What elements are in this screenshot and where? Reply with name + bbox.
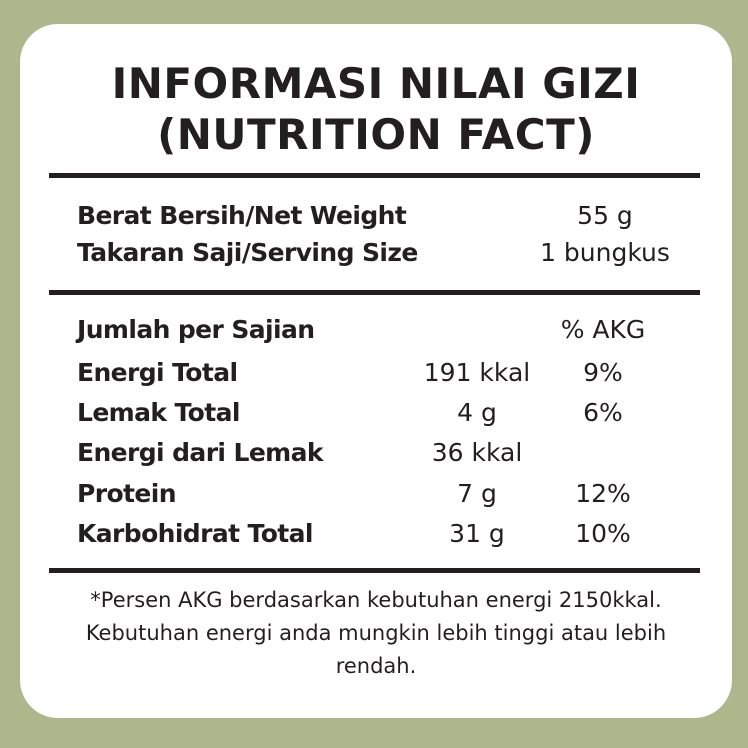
serving-size-label: Takaran Saji/Serving Size: [77, 238, 418, 267]
nutrient-akg: 12%: [575, 479, 631, 508]
nutrient-akg: 10%: [575, 519, 631, 548]
nutrient-akg: 6%: [583, 398, 623, 427]
nutrient-label: Lemak Total: [77, 398, 240, 427]
nutrient-label: Protein: [77, 479, 177, 508]
nutrient-label: Energi Total: [77, 358, 238, 387]
divider-bottom: [49, 568, 700, 573]
akg-header: % AKG: [560, 315, 646, 344]
nutrient-akg: 9%: [583, 358, 623, 387]
title-line-2: (NUTRITION FACT): [157, 110, 595, 159]
nutrient-amount: 4 g: [457, 398, 497, 427]
nutrient-label: Energi dari Lemak: [77, 438, 324, 467]
divider-top: [49, 173, 700, 178]
serving-size-value: 1 bungkus: [540, 238, 670, 267]
nutrient-amount: 31 g: [449, 519, 505, 548]
nutrient-amount: 191 kkal: [423, 358, 531, 387]
nutrient-amount: 7 g: [457, 479, 497, 508]
net-weight-value: 55 g: [577, 201, 633, 230]
divider-middle: [49, 290, 700, 295]
nutrition-facts-card: INFORMASI NILAI GIZI (NUTRITION FACT) Be…: [20, 24, 732, 718]
per-serving-label: Jumlah per Sajian: [77, 315, 315, 344]
title-line-1: INFORMASI NILAI GIZI: [111, 59, 641, 108]
net-weight-label: Berat Bersih/Net Weight: [77, 201, 407, 230]
footnote: *Persen AKG berdasarkan kebutuhan energi…: [85, 588, 667, 678]
nutrient-label: Karbohidrat Total: [77, 519, 313, 548]
nutrient-amount: 36 kkal: [431, 438, 523, 467]
